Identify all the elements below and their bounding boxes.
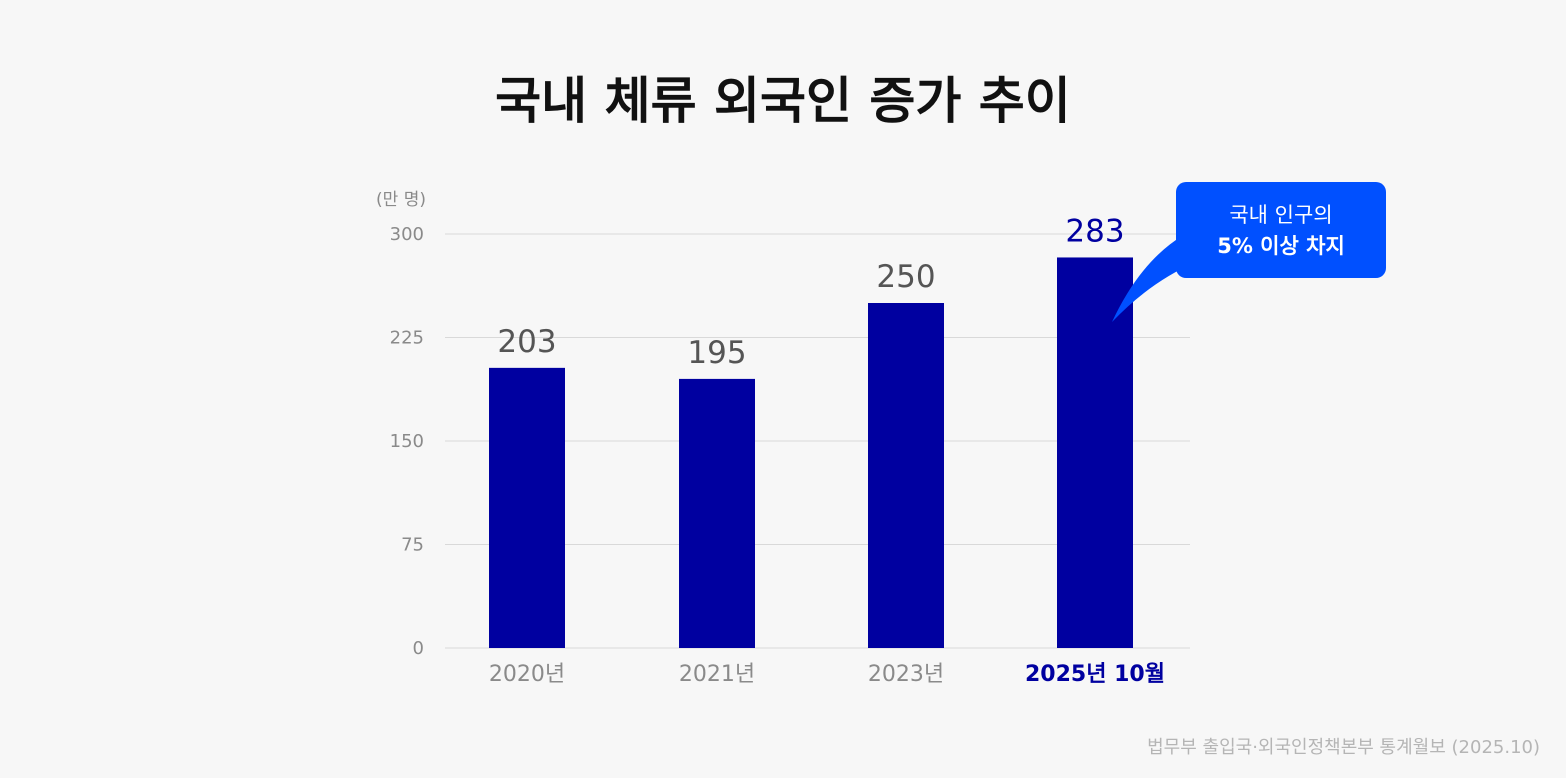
value-label-2025년 10월: 283 [1065,213,1124,249]
chart-title: 국내 체류 외국인 증가 추이 [495,72,1071,130]
value-label-2021년: 195 [687,335,746,371]
callout-pointer [1112,236,1196,322]
y-tick-label-0: 0 [413,638,424,659]
bars [489,257,1133,648]
y-tick-label-225: 225 [390,328,424,349]
bar-2020년 [489,367,565,648]
category-label-2025년 10월: 2025년 10월 [1025,662,1165,687]
y-axis-ticks: 0 75 150 225 300 [390,224,424,659]
source-caption: 법무부 출입국·외국인정책본부 통계월보 (2025.10) [1147,737,1540,758]
bar-2023년 [868,303,944,648]
bar-2021년 [679,378,755,648]
y-axis-unit-label: (만 명) [376,190,426,210]
bar-2025년 10월 [1057,257,1133,648]
callout-text-line-1: 국내 인구의 [1229,203,1332,227]
y-tick-label-75: 75 [401,535,424,556]
category-label-2020년: 2020년 [489,662,565,687]
callout-box [1176,182,1386,278]
category-label-2023년: 2023년 [868,662,944,687]
x-axis-category-labels: 2020년 2021년 2023년 2025년 10월 [489,662,1165,687]
y-tick-label-150: 150 [390,431,424,452]
y-tick-label-300: 300 [390,224,424,245]
value-labels: 203 195 250 283 [497,213,1124,370]
category-label-2021년: 2021년 [679,662,755,687]
annotation-callout: 국내 인구의 5% 이상 차지 [1112,182,1386,322]
value-label-2020년: 203 [497,324,556,360]
callout-text-line-2: 5% 이상 차지 [1217,234,1345,258]
value-label-2023년: 250 [876,259,935,295]
